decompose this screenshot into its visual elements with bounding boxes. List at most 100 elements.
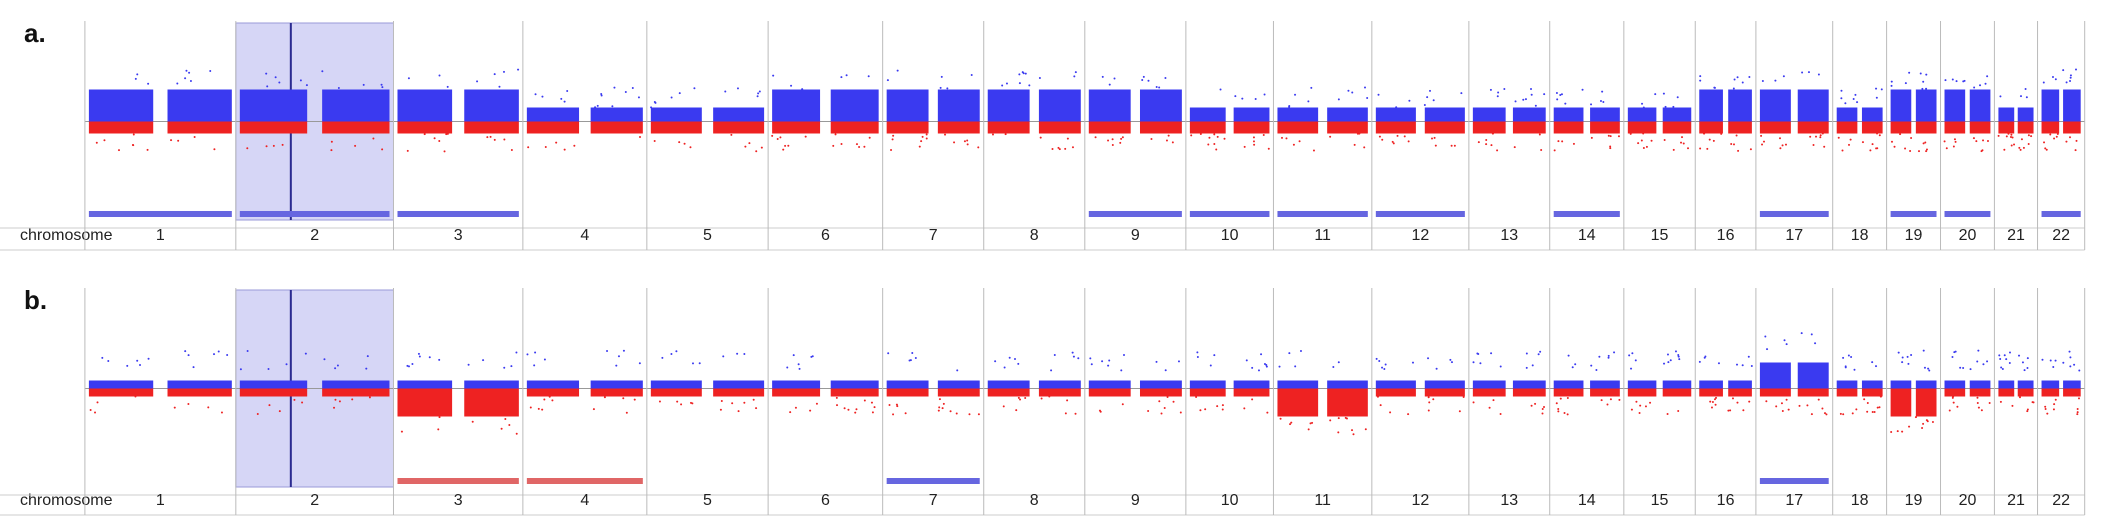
scatter-dot: [1852, 98, 1855, 101]
gain-band: [1728, 89, 1752, 122]
scatter-dot: [1351, 91, 1354, 94]
scatter-dot: [1840, 89, 1843, 92]
gain-band: [1327, 107, 1368, 122]
scatter-dot: [1667, 361, 1670, 364]
scatter-dot: [1712, 139, 1715, 142]
scatter-dot: [1672, 148, 1675, 151]
scatter-dot: [1854, 93, 1857, 96]
gain-band: [886, 380, 929, 389]
scatter-dot: [1720, 132, 1723, 135]
gain-band: [1915, 89, 1937, 122]
loss-band: [1944, 388, 1966, 397]
gain-band: [1662, 380, 1692, 389]
scatter-dot: [136, 359, 139, 362]
scatter-dot: [1921, 87, 1924, 90]
scatter-dot: [1798, 404, 1801, 407]
gain-band: [2041, 89, 2060, 122]
scatter-dot: [1389, 411, 1392, 414]
scatter-dot: [1307, 100, 1310, 103]
scatter-dot: [1784, 143, 1787, 146]
gain-band: [1375, 107, 1416, 122]
scatter-dot: [192, 366, 195, 369]
scatter-dot: [1101, 75, 1104, 78]
loss-band: [650, 121, 702, 134]
scatter-dot: [365, 367, 368, 370]
chromosome-label: 4: [580, 492, 589, 509]
scatter-dot: [1553, 149, 1556, 152]
scatter-dot: [1730, 142, 1733, 145]
scatter-dot: [1363, 146, 1366, 149]
scatter-dot: [1890, 140, 1893, 143]
loss-band: [987, 388, 1030, 397]
scatter-dot: [433, 137, 436, 140]
scatter-dot: [904, 412, 907, 415]
scatter-dot: [476, 80, 479, 83]
scatter-dot: [1329, 419, 1332, 422]
scatter-dot: [892, 413, 895, 416]
loss-band: [88, 121, 154, 134]
scatter-dot: [1875, 365, 1878, 368]
scatter-dot: [624, 91, 627, 94]
loss-band: [1189, 121, 1226, 134]
chromosome-label: 4: [580, 227, 589, 244]
scatter-dot: [1708, 138, 1711, 141]
gain-band: [1759, 89, 1791, 122]
scatter-dot: [486, 136, 489, 139]
loss-band: [1728, 121, 1752, 134]
scatter-dot: [96, 401, 99, 404]
scatter-dot: [1785, 343, 1788, 346]
scatter-dot: [832, 144, 835, 147]
scatter-dot: [748, 142, 751, 145]
gain-band: [1728, 380, 1752, 389]
scatter-dot: [1555, 402, 1558, 405]
scatter-dot: [489, 135, 492, 138]
scatter-dot: [1050, 369, 1053, 372]
scatter-dot: [1866, 402, 1869, 405]
loss-band: [1512, 388, 1546, 397]
loss-band: [1836, 121, 1858, 134]
scatter-dot: [1460, 92, 1463, 95]
scatter-dot: [1762, 140, 1765, 143]
gain-band: [2017, 380, 2034, 389]
scatter-dot: [1472, 401, 1475, 404]
scatter-dot: [1072, 355, 1075, 358]
scatter-dot: [1213, 142, 1216, 145]
scatter-dot: [1209, 364, 1212, 367]
loss-band: [1728, 388, 1752, 397]
chromosome-label: 12: [1411, 227, 1429, 244]
scatter-dot: [1019, 398, 1022, 401]
scatter-dot: [2027, 134, 2030, 137]
scatter-dot: [1741, 364, 1744, 367]
chromosome-label: 12: [1411, 492, 1429, 509]
segment-call: [1890, 211, 1937, 217]
scatter-dot: [847, 408, 850, 411]
scatter-dot: [622, 397, 625, 400]
scatter-dot: [1897, 351, 1900, 354]
scatter-dot: [321, 70, 324, 73]
scatter-dot: [1557, 410, 1560, 413]
loss-band: [2041, 121, 2060, 134]
scatter-dot: [1285, 137, 1288, 140]
gain-band: [1472, 107, 1506, 122]
scatter-dot: [1677, 410, 1680, 413]
scatter-dot: [1825, 413, 1828, 416]
scatter-dot: [1682, 142, 1685, 145]
segment-call: [1375, 211, 1465, 217]
chromosome-label: 8: [1030, 227, 1039, 244]
scatter-dot: [1871, 361, 1874, 364]
scatter-dot: [1462, 396, 1465, 399]
scatter-dot: [503, 138, 506, 141]
scatter-dot: [1710, 406, 1713, 409]
scatter-dot: [1563, 411, 1566, 414]
scatter-dot: [1876, 132, 1879, 135]
scatter-dot: [1855, 408, 1858, 411]
scatter-dot: [266, 85, 269, 88]
loss-band: [1969, 121, 1991, 134]
gain-band: [1836, 380, 1858, 389]
scatter-dot: [1530, 87, 1533, 90]
scatter-dot: [1634, 359, 1637, 362]
scatter-dot: [622, 349, 625, 352]
scatter-dot: [2019, 95, 2022, 98]
scatter-dot: [330, 149, 333, 152]
scatter-dot: [1628, 354, 1631, 357]
